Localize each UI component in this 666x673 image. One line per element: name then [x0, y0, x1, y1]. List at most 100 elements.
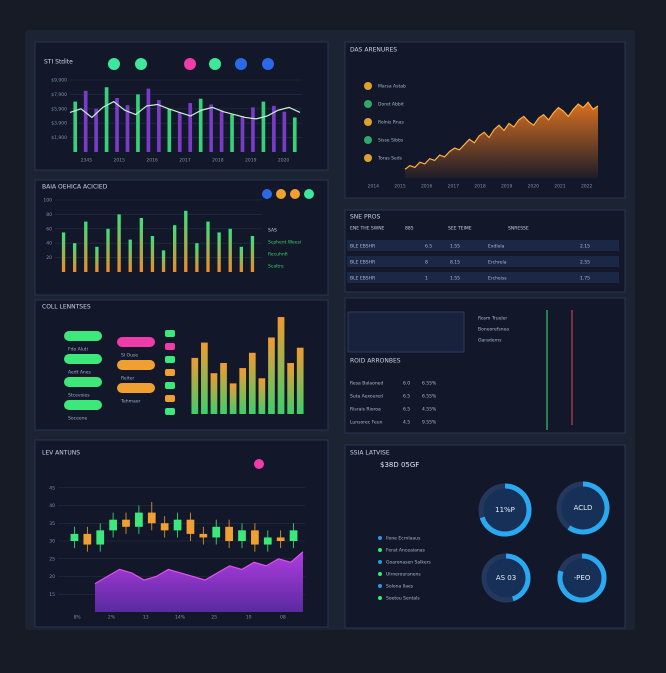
- bar: [239, 246, 243, 272]
- label: Aedt Anes: [68, 370, 92, 376]
- gauge-arc: [567, 481, 610, 535]
- table-cell: 2.15: [580, 244, 590, 250]
- bar: [268, 337, 275, 414]
- label: Tehmaor: [120, 399, 140, 405]
- panel-title: COLL LENNTSES: [42, 304, 91, 311]
- bar: [240, 116, 245, 152]
- table-cell: 1.55: [450, 244, 460, 250]
- table-cell: BLE EBSHR: [350, 244, 375, 250]
- headline: $38D 05GF: [380, 461, 419, 469]
- pill: [64, 400, 102, 410]
- y-tick-label: 30: [49, 539, 55, 545]
- icon: [364, 100, 372, 108]
- bullet: [378, 560, 382, 564]
- gauge-label: 11%P: [495, 506, 515, 514]
- label: Ferat Anceaianas: [386, 548, 425, 554]
- bar: [161, 250, 166, 272]
- table-cell: BLE EBSHR: [350, 260, 375, 266]
- bar: [195, 243, 199, 272]
- candle-body: [173, 519, 182, 531]
- bar: [201, 342, 208, 414]
- status: [165, 395, 175, 402]
- pill: [117, 337, 155, 347]
- bar: [248, 352, 256, 414]
- table-cell: 6.5: [425, 244, 432, 250]
- bar: [219, 110, 224, 152]
- list-cell: 4.55%: [422, 407, 437, 413]
- y-tick-label: 80: [46, 212, 52, 218]
- header-dots: [108, 58, 314, 469]
- x-tick-label: 13: [143, 615, 149, 621]
- label: Doret Abbit: [378, 102, 404, 108]
- candle-body: [70, 533, 79, 541]
- x-tick-label: 2020: [528, 184, 540, 190]
- panel-title: SSIA LATVISE: [350, 450, 390, 457]
- panel-title: STI Stdite: [44, 59, 73, 66]
- candle-body: [122, 519, 130, 527]
- candle-body: [160, 523, 169, 531]
- x-tick-label: 25: [211, 615, 217, 621]
- gauge-arc: [479, 483, 532, 537]
- table-header: ENE THE SWNE: [350, 226, 385, 232]
- panel-title: DAS ARENURES: [350, 47, 397, 54]
- candle-body: [135, 512, 143, 527]
- table-header: SNRESSE: [508, 226, 529, 232]
- candle-body: [289, 530, 298, 541]
- bar: [277, 317, 285, 414]
- area: [95, 551, 303, 612]
- bar: [210, 373, 218, 414]
- gauge-label: -PEO: [574, 574, 591, 582]
- list-cell: Oaraderns: [478, 338, 502, 344]
- y-tick-label: 40: [46, 241, 52, 247]
- label: SAS: [268, 228, 277, 234]
- x-tick-label: 2018: [212, 158, 224, 164]
- table-header: 885: [405, 226, 414, 232]
- bullet: [378, 536, 382, 540]
- label: Recuhnfi: [268, 252, 288, 258]
- x-tick-label: 10: [246, 615, 252, 621]
- bar: [261, 101, 266, 152]
- label: Scphent Weesi: [268, 240, 301, 246]
- x-tick-label: 2021: [554, 184, 566, 190]
- candle-body: [238, 530, 246, 541]
- gauge-label: AS 03: [496, 574, 516, 582]
- area: [405, 102, 598, 178]
- candle-body: [225, 526, 233, 541]
- x-tick-label: 2016: [421, 184, 433, 190]
- status: [165, 343, 175, 350]
- bar: [157, 100, 161, 152]
- bar: [184, 210, 188, 272]
- list-cell: Suta Aexoured: [350, 394, 383, 400]
- y-tick-label: $5,900: [51, 106, 67, 112]
- label: Sl Ouse: [121, 353, 138, 359]
- table-cell: 2.55: [580, 260, 590, 266]
- bar: [220, 363, 227, 414]
- table-cell: 1.75: [580, 276, 590, 282]
- bullet: [378, 572, 382, 576]
- pill: [64, 377, 102, 387]
- bar: [95, 246, 99, 272]
- box: [347, 311, 465, 353]
- status: [165, 382, 175, 389]
- bar: [209, 104, 213, 152]
- bar: [84, 221, 88, 272]
- candle-body: [109, 519, 117, 531]
- bar: [115, 98, 119, 152]
- line: [94, 551, 304, 585]
- y-tick-label: 15: [49, 592, 55, 598]
- table-row: [347, 256, 619, 267]
- candle-body: [263, 537, 272, 545]
- table-cell: Ercheiss: [488, 276, 507, 282]
- y-tick-label: 20: [46, 255, 52, 261]
- table-cell: 1: [425, 276, 428, 282]
- list-cell: 6.55%: [422, 381, 437, 387]
- x-tick-label: 2017: [448, 184, 460, 190]
- y-tick-label: 45: [49, 485, 55, 491]
- candle-body: [186, 519, 195, 534]
- bar: [125, 105, 130, 152]
- bar: [146, 88, 151, 152]
- label: Soceene: [68, 416, 87, 422]
- candle-body: [212, 526, 221, 538]
- table-cell: Erchrela: [488, 260, 507, 266]
- icon: [364, 82, 372, 90]
